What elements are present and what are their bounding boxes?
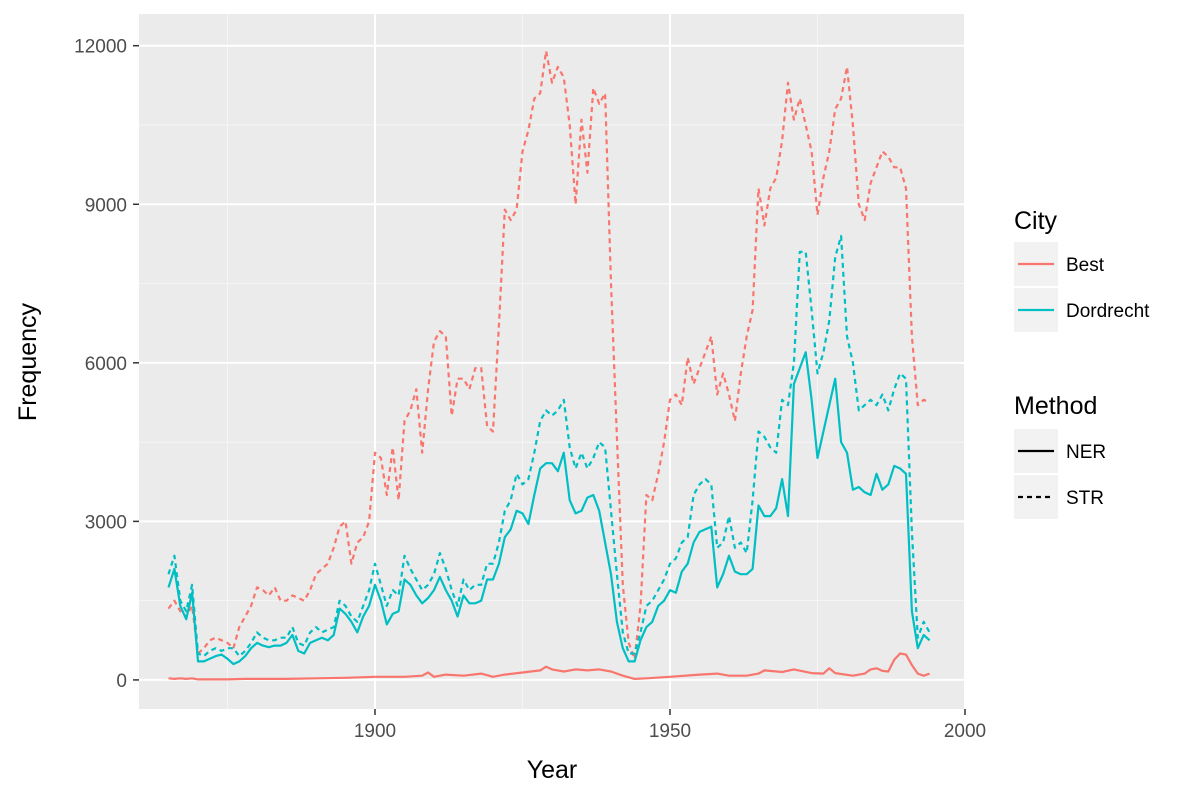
y-tick-label: 3000 — [85, 512, 127, 533]
legend-title: City — [1014, 207, 1058, 235]
axis-ticks — [133, 44, 966, 715]
y-tick-labels: 0 3000 6000 9000 12000 — [74, 37, 127, 692]
x-tick-label: 1900 — [354, 721, 396, 742]
y-tick-label: 6000 — [85, 354, 127, 375]
y-axis-title: Frequency — [14, 302, 42, 421]
legend-title: Method — [1014, 392, 1097, 420]
series-line-dordrecht-ner — [167, 351, 931, 666]
series-line-best-ner — [168, 652, 930, 681]
plot-panel — [139, 14, 965, 709]
x-tick-label: 2000 — [944, 721, 986, 742]
x-axis-title: Year — [527, 756, 578, 784]
legend-label: STR — [1066, 488, 1104, 509]
legend: City Best Dordrecht Method NER STR — [1014, 207, 1150, 519]
y-tick-label: 0 — [116, 671, 127, 692]
minor-gridlines — [139, 14, 965, 709]
legend-label: Best — [1066, 255, 1105, 276]
x-tick-label: 1950 — [649, 721, 691, 742]
legend-label: Dordrecht — [1066, 301, 1150, 322]
legend-label: NER — [1066, 442, 1106, 463]
series-layer — [167, 49, 931, 681]
series-line-dordrecht-str — [167, 234, 931, 658]
x-tick-labels: 1900 1950 2000 — [354, 721, 986, 742]
series-line-best-str — [167, 49, 931, 660]
y-tick-label: 12000 — [74, 37, 127, 58]
y-tick-label: 9000 — [85, 195, 127, 216]
